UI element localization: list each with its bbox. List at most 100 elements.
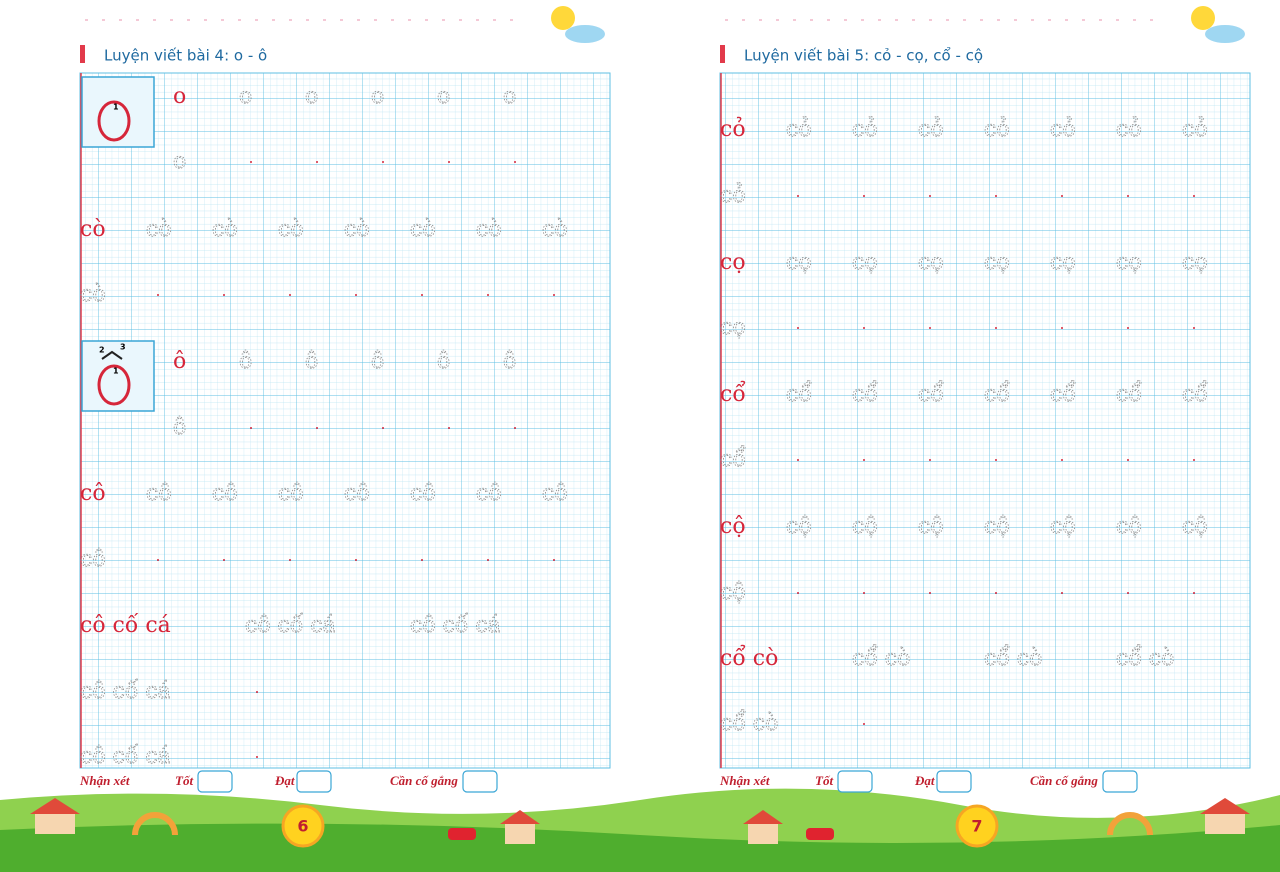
review-label: Nhận xét xyxy=(719,773,770,788)
trace-word: o xyxy=(173,149,186,174)
trace-word: cỏ xyxy=(1050,116,1076,142)
start-dot xyxy=(157,294,159,296)
trace-word: cộ xyxy=(786,514,812,539)
start-dot xyxy=(250,161,252,163)
trace-word: o xyxy=(371,84,384,109)
start-dot xyxy=(929,195,931,197)
start-dot xyxy=(382,161,384,163)
page-number: 7 xyxy=(971,817,982,836)
trace-word: cổ cò xyxy=(720,708,778,736)
trace-word: o xyxy=(437,84,450,109)
trace-word: cổ xyxy=(984,379,1010,407)
start-dot xyxy=(223,294,225,296)
start-dot xyxy=(797,592,799,594)
start-dot xyxy=(863,723,865,725)
stroke-guide-box xyxy=(81,76,155,148)
start-dot xyxy=(929,327,931,329)
trace-word: o xyxy=(305,84,318,109)
decor-top xyxy=(80,6,1245,63)
trace-word: cộ xyxy=(1050,514,1076,539)
trace-word: cổ xyxy=(1182,379,1208,407)
grade-box xyxy=(936,770,972,793)
grade-label: Đạt xyxy=(274,773,295,788)
stroke-guide-box xyxy=(81,340,155,412)
trace-word: cỏ xyxy=(786,116,812,142)
start-dot xyxy=(797,327,799,329)
start-dot xyxy=(355,294,357,296)
model-word: cò xyxy=(80,217,106,242)
model-word: cô cố cá xyxy=(80,612,171,638)
start-dot xyxy=(223,559,225,561)
grade-label: Đạt xyxy=(914,773,935,788)
start-dot xyxy=(929,592,931,594)
trace-word: cỏ xyxy=(720,182,746,208)
start-dot xyxy=(1127,195,1129,197)
page-number: 6 xyxy=(297,817,308,836)
trace-word: ô xyxy=(305,349,318,374)
start-dot xyxy=(421,294,423,296)
trace-word: cọ xyxy=(1116,250,1142,275)
trace-word: cọ xyxy=(918,250,944,275)
grade-box xyxy=(1102,770,1138,793)
model-word: cô xyxy=(80,481,106,506)
trace-word: cô cố cá xyxy=(80,743,171,769)
trace-word: ô xyxy=(173,415,186,440)
trace-word: cò xyxy=(212,217,238,242)
grid-left xyxy=(79,72,611,769)
start-dot xyxy=(514,161,516,163)
trace-word: cọ xyxy=(852,250,878,275)
start-dot xyxy=(797,195,799,197)
start-dot xyxy=(797,459,799,461)
review-label: Nhận xét xyxy=(79,773,130,788)
model-word: cổ cò xyxy=(720,643,778,671)
trace-word: o xyxy=(503,84,516,109)
trace-word: cổ cò xyxy=(852,643,910,671)
trace-word: cổ xyxy=(1116,379,1142,407)
trace-word: cò xyxy=(476,217,502,242)
start-dot xyxy=(250,427,252,429)
start-dot xyxy=(1061,195,1063,197)
start-dot xyxy=(289,559,291,561)
trace-word: cọ xyxy=(1050,250,1076,275)
trace-word: cô xyxy=(278,481,304,506)
trace-word: cộ xyxy=(852,514,878,539)
start-dot xyxy=(1193,459,1195,461)
model-word: cọ xyxy=(720,250,746,275)
start-dot xyxy=(1061,459,1063,461)
trace-word: cộ xyxy=(918,514,944,539)
trace-word: cô xyxy=(344,481,370,506)
start-dot xyxy=(514,427,516,429)
grade-label: Tốt xyxy=(815,773,833,788)
start-dot xyxy=(1127,327,1129,329)
trace-word: ô xyxy=(239,349,252,374)
start-dot xyxy=(1127,459,1129,461)
model-word: ô xyxy=(173,349,186,374)
circumflex xyxy=(101,350,123,360)
stroke-number: 3 xyxy=(120,343,126,352)
model-word: cỏ xyxy=(720,116,746,142)
trace-word: cô xyxy=(542,481,568,506)
start-dot xyxy=(995,592,997,594)
trace-word: cộ xyxy=(720,580,746,605)
stroke-guide-letter xyxy=(97,100,131,142)
start-dot xyxy=(382,427,384,429)
decor-bottom xyxy=(0,788,1280,872)
start-dot xyxy=(995,195,997,197)
trace-word: cô xyxy=(410,481,436,506)
start-dot xyxy=(157,559,159,561)
grid-right xyxy=(719,72,1251,769)
grade-box xyxy=(296,770,332,793)
grade-box xyxy=(462,770,498,793)
trace-word: cỏ xyxy=(984,116,1010,142)
start-dot xyxy=(256,691,258,693)
start-dot xyxy=(289,294,291,296)
start-dot xyxy=(316,161,318,163)
start-dot xyxy=(929,459,931,461)
trace-word: cổ xyxy=(786,379,812,407)
trace-word: o xyxy=(239,84,252,109)
trace-word: ô xyxy=(503,349,516,374)
start-dot xyxy=(863,327,865,329)
trace-word: ô xyxy=(371,349,384,374)
trace-word: cò xyxy=(542,217,568,242)
trace-word: cộ xyxy=(1182,514,1208,539)
